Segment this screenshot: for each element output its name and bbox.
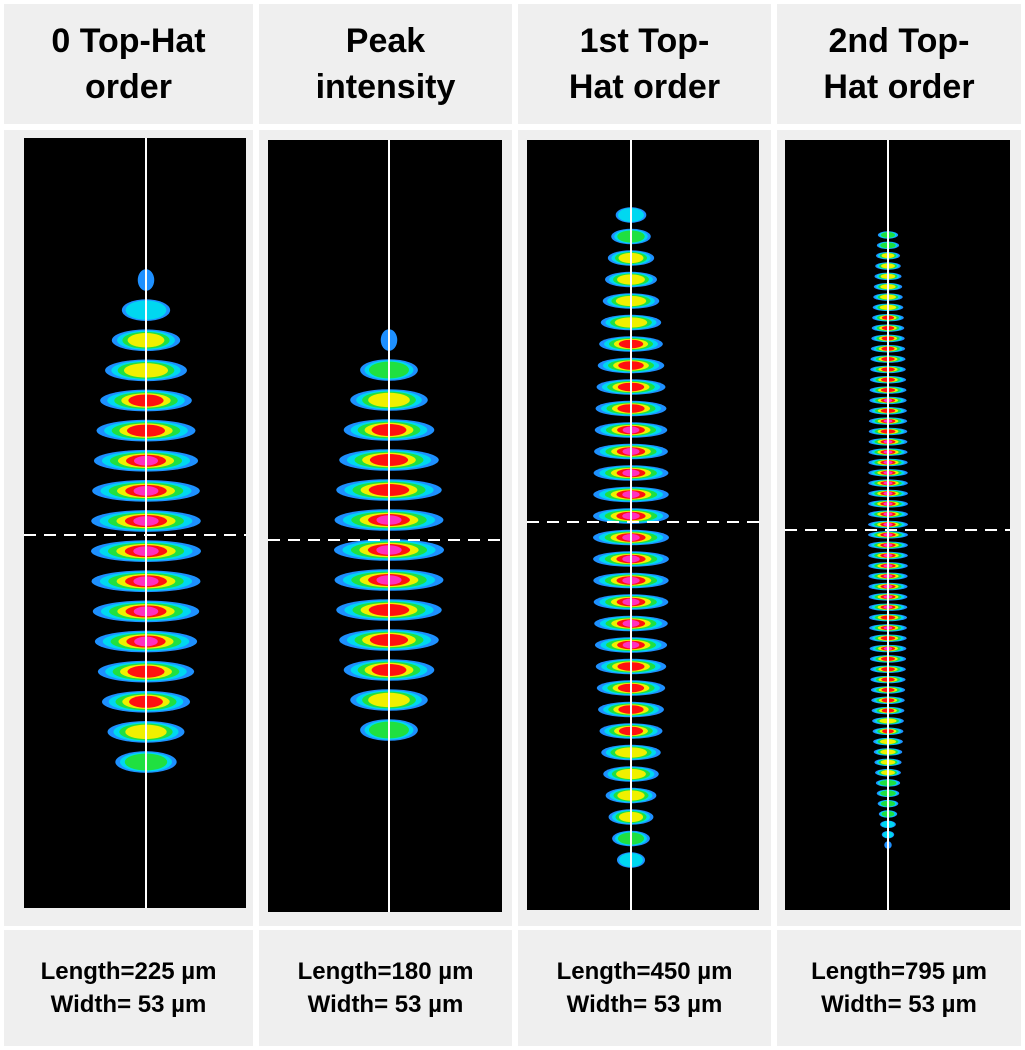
panel-header: 1st Top-Hat order [518,4,771,124]
image-background [527,140,759,910]
length-label: Length=180 µm [297,958,474,985]
beam-image [785,140,1010,910]
width-label: Width= 53 µm [307,991,464,1018]
panel-footer: Length=225 µm Width= 53 µm [4,930,253,1046]
panel-footer: Length=450 µm Width= 53 µm [518,930,771,1046]
panel-title: 0 Top-Hat order [51,22,206,106]
beam-image [24,138,246,908]
panel-title: Peak intensity [315,22,456,106]
length-label: Length=225 µm [40,958,217,985]
length-label: Length=450 µm [556,958,733,985]
width-label: Width= 53 µm [566,991,723,1018]
panel-header: 0 Top-Hat order [4,4,253,124]
length-label: Length=795 µm [811,958,987,985]
panel-title: 1st Top-Hat order [568,22,721,106]
beam-image [268,140,502,912]
panel-title: 2nd Top-Hat order [823,22,975,106]
panel-header: Peak intensity [259,4,512,124]
width-label: Width= 53 µm [821,991,977,1018]
panel-header: 2nd Top-Hat order [777,4,1021,124]
panel-footer: Length=180 µm Width= 53 µm [259,930,512,1046]
width-label: Width= 53 µm [50,991,207,1018]
beam-image [527,140,759,910]
panel-footer: Length=795 µm Width= 53 µm [777,930,1021,1046]
